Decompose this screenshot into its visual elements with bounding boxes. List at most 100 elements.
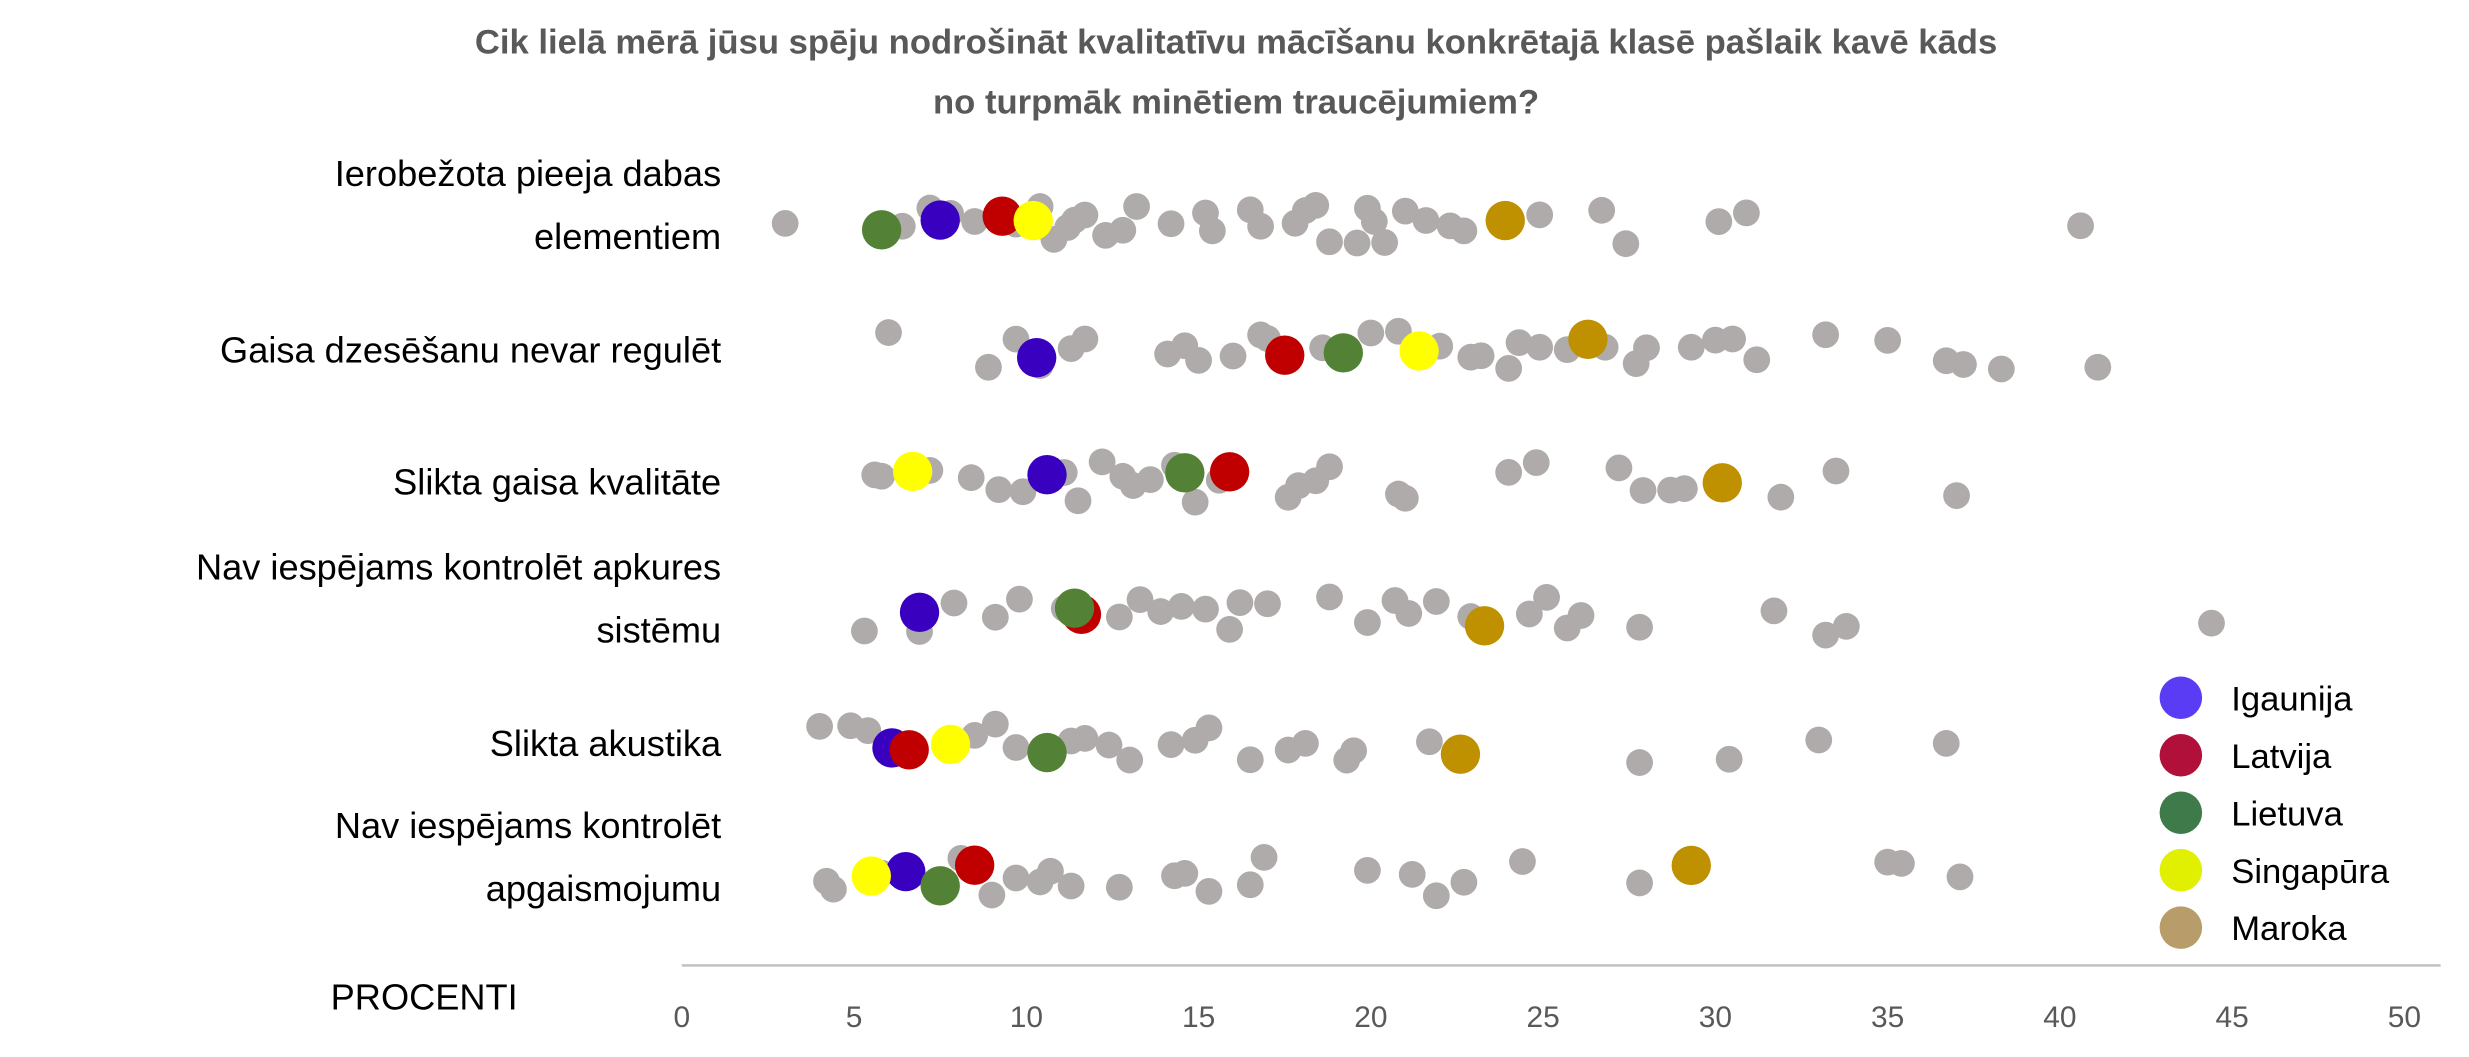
data-point-other xyxy=(1157,731,1185,758)
data-point-other xyxy=(1612,230,1640,258)
data-point-other xyxy=(1109,216,1137,244)
data-point-other xyxy=(1822,457,1850,485)
legend-marker xyxy=(2159,848,2203,892)
data-point-other xyxy=(1605,454,1633,482)
data-point-other xyxy=(1567,602,1595,629)
data-point-other xyxy=(1236,746,1264,774)
data-point-other xyxy=(1037,857,1064,885)
legend-marker xyxy=(2159,676,2203,720)
data-point-other xyxy=(2067,212,2094,240)
x-tick-label: 5 xyxy=(846,1001,863,1034)
data-point-other xyxy=(1002,734,1030,761)
x-tick-label: 0 xyxy=(673,1001,690,1034)
data-point-other xyxy=(1123,193,1150,220)
data-point-other xyxy=(1057,872,1085,900)
x-axis-ticks: 0 5 10 15 20 25 30 35 40 45 50 xyxy=(673,1001,2421,1034)
data-point-other xyxy=(1195,877,1223,905)
data-point-maroka xyxy=(1440,734,1481,774)
data-point-other xyxy=(1192,595,1219,623)
data-point-other xyxy=(851,617,878,645)
data-point-maroka xyxy=(1485,200,1525,241)
category-label: sistēmu xyxy=(596,610,721,651)
data-point-other xyxy=(1391,197,1419,225)
data-point-other xyxy=(1422,882,1450,910)
legend-label: Lietuva xyxy=(2231,795,2343,833)
data-point-other xyxy=(1509,848,1536,875)
data-point-other xyxy=(1932,729,1960,757)
data-point-singapra xyxy=(892,451,933,492)
data-point-other xyxy=(1198,217,1226,245)
data-point-other xyxy=(1126,586,1154,614)
data-point-lietuva xyxy=(1323,333,1363,373)
data-point-other xyxy=(981,603,1009,631)
data-point-other xyxy=(1195,714,1223,742)
data-point-other xyxy=(1467,342,1495,370)
data-point-igaunija xyxy=(899,592,940,633)
data-point-lietuva xyxy=(1054,588,1095,628)
data-point-maroka xyxy=(1702,463,1742,503)
data-point-latvija xyxy=(1209,452,1250,492)
data-point-other xyxy=(1009,478,1037,506)
data-point-latvija xyxy=(982,196,1022,236)
data-point-singapra xyxy=(930,724,971,765)
data-point-other xyxy=(1292,730,1319,757)
data-point-other xyxy=(1071,725,1099,752)
data-point-other xyxy=(1943,482,1970,509)
data-point-lietuva xyxy=(920,866,960,906)
data-point-other xyxy=(1340,737,1368,765)
data-point-other xyxy=(1412,207,1440,234)
chart-title: Cik lielā mērā jūsu spēju nodrošināt kva… xyxy=(475,24,1997,122)
data-point-other xyxy=(1874,326,1902,354)
data-point-other xyxy=(868,462,896,490)
data-point-other xyxy=(1505,329,1533,356)
data-point-other xyxy=(1719,325,1746,353)
data-point-singapra xyxy=(1399,331,1439,371)
x-tick-label: 35 xyxy=(1871,1001,1904,1034)
data-point-other xyxy=(1147,598,1175,625)
data-point-igaunija xyxy=(1016,338,1057,378)
data-point-other xyxy=(1343,229,1371,257)
data-point-other xyxy=(1360,208,1388,235)
data-point-other xyxy=(1495,459,1523,486)
data-point-other xyxy=(1250,843,1278,871)
x-tick-label: 50 xyxy=(2388,1001,2421,1034)
data-point-other xyxy=(1185,346,1212,374)
data-point-other xyxy=(1733,199,1760,227)
data-point-other xyxy=(1526,201,1554,229)
data-point-lietuva xyxy=(1165,453,1205,493)
data-point-other xyxy=(1416,728,1443,756)
legend-marker xyxy=(2159,906,2203,949)
data-point-other xyxy=(1219,342,1247,370)
data-point-other xyxy=(1526,333,1554,361)
data-point-other xyxy=(771,210,799,237)
category-label: Ierobežota pieeja dabas xyxy=(335,153,721,194)
data-point-maroka xyxy=(1464,606,1505,646)
data-point-other xyxy=(1495,355,1523,382)
data-point-other xyxy=(1357,319,1385,347)
x-tick-label: 40 xyxy=(2043,1001,2076,1034)
x-tick-label: 30 xyxy=(1699,1001,1732,1034)
data-point-other xyxy=(1105,873,1133,901)
data-point-other xyxy=(1588,196,1616,224)
category-labels: Ierobežota pieeja dabas elementiem Gaisa d… xyxy=(196,153,722,909)
x-tick-label: 45 xyxy=(2216,1001,2249,1034)
data-point-other xyxy=(981,710,1009,738)
data-point-other xyxy=(1316,453,1343,481)
data-point-other xyxy=(1533,583,1560,611)
data-point-other xyxy=(806,712,834,740)
data-point-other xyxy=(2084,353,2112,381)
data-point-igaunija xyxy=(886,851,926,892)
data-point-igaunija xyxy=(920,200,960,240)
data-point-other xyxy=(1006,585,1033,613)
data-point-other xyxy=(1157,210,1185,238)
chart-title-line: no turpmāk minētiem traucējumiem? xyxy=(933,84,1539,122)
data-point-other xyxy=(975,353,1002,381)
data-point-latvija xyxy=(1265,335,1305,375)
data-point-other xyxy=(1626,613,1653,641)
data-point-other xyxy=(1715,745,1743,773)
data-point-other xyxy=(854,717,882,744)
data-point-other xyxy=(1391,484,1419,512)
data-point-other xyxy=(1626,869,1653,897)
legend-label: Igaunija xyxy=(2231,680,2353,718)
